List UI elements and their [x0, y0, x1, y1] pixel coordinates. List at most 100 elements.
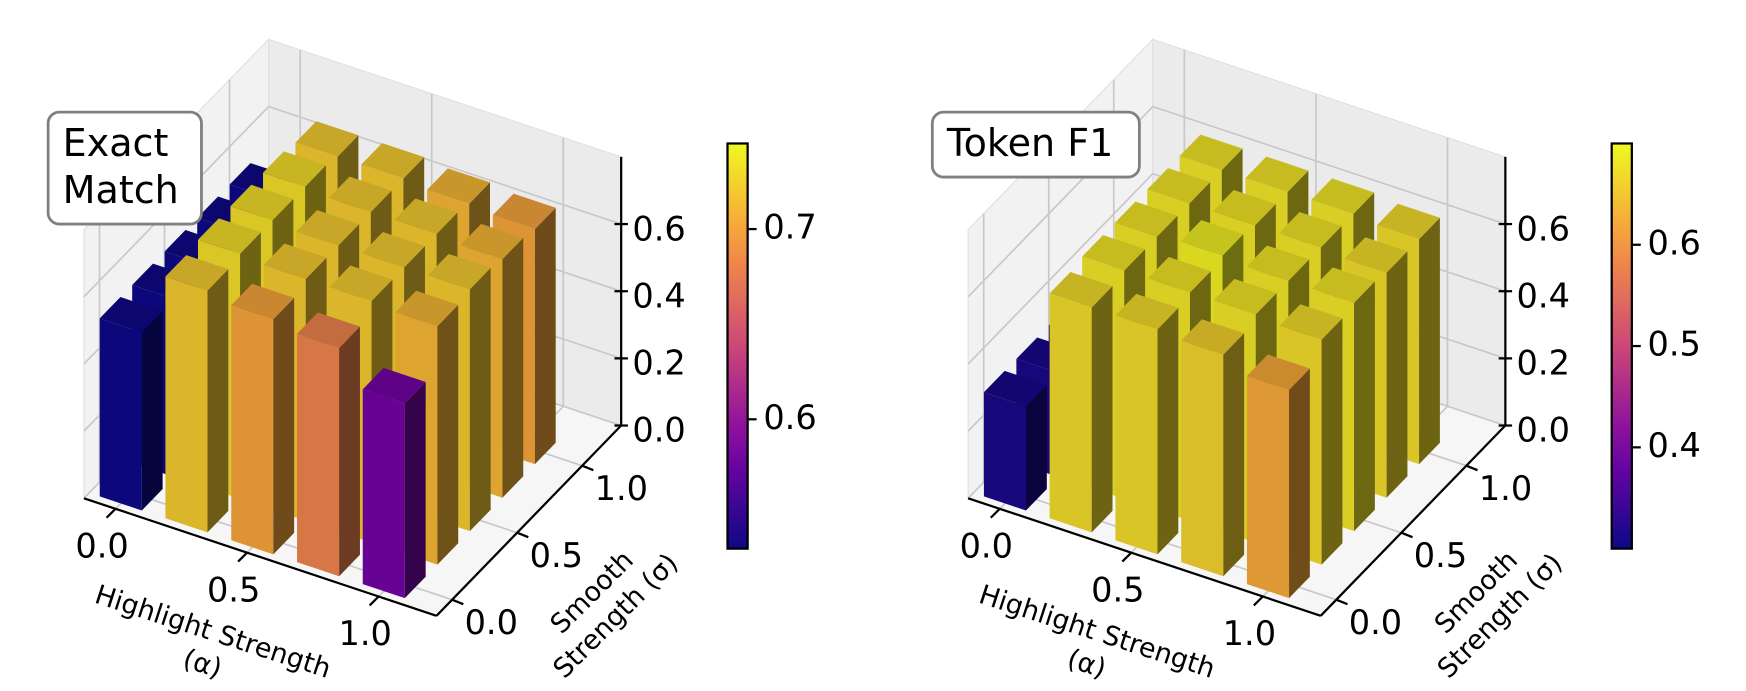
bar-side — [534, 207, 556, 465]
bar-top — [1311, 267, 1375, 303]
bar-side — [502, 237, 524, 498]
bar-side — [1386, 251, 1408, 498]
x-tick-label: 1.0 — [338, 614, 391, 653]
x-tick — [368, 595, 380, 607]
y-axis — [435, 424, 622, 617]
chart-0: 0.00.51.0 0.00.51.00.00.20.40.6Highlight … — [46, 38, 817, 684]
bar-top — [263, 151, 326, 187]
x-tick — [1253, 595, 1264, 607]
y-tick-label: 1.0 — [595, 469, 648, 508]
z-tick-label: 0.2 — [632, 344, 685, 383]
bar-top — [297, 312, 360, 348]
chart-1: 0.00.51.0 0.00.51.00.00.20.40.6Highlight … — [930, 38, 1701, 684]
y-tick — [1335, 598, 1348, 606]
title-box — [930, 110, 1141, 179]
bar-side — [1419, 217, 1440, 465]
bar-top — [362, 367, 426, 404]
bar — [297, 312, 360, 577]
bar-top — [427, 253, 491, 290]
bar-top — [1147, 168, 1211, 204]
colorbar-tick-label: 0.4 — [1648, 426, 1701, 465]
bar-top — [1179, 134, 1243, 171]
bar-side — [207, 269, 229, 533]
bar-front — [1049, 293, 1092, 533]
bar-front — [165, 276, 208, 533]
bar-top — [1246, 245, 1310, 281]
bar-top — [1212, 190, 1276, 226]
bar-front — [983, 392, 1026, 511]
bar-top — [1049, 271, 1113, 308]
bar-top — [1181, 319, 1245, 355]
x-tick-label: 1.0 — [1223, 614, 1276, 653]
bar — [1049, 271, 1113, 533]
bar-top — [1115, 293, 1179, 330]
bar-top — [1279, 304, 1343, 340]
bar — [231, 283, 295, 555]
chart-title: Match — [63, 168, 179, 212]
bar-top — [1114, 201, 1178, 238]
bar-side — [1321, 318, 1343, 565]
z-tick-label: 0.0 — [1517, 411, 1570, 450]
x-tick — [989, 508, 1001, 519]
bar-top — [983, 370, 1047, 407]
bar-top — [395, 290, 459, 327]
y-tick — [1400, 531, 1413, 539]
bar-front — [1246, 375, 1290, 599]
bar-top — [1376, 203, 1440, 240]
y-tick — [516, 531, 529, 539]
x-tick — [237, 551, 248, 563]
y-tick-label: 0.0 — [465, 603, 518, 642]
title-box — [46, 110, 203, 226]
bar-side — [1091, 285, 1113, 533]
bar-front — [231, 305, 274, 555]
bar-side — [437, 304, 459, 565]
colorbar — [1610, 142, 1633, 550]
bar-top — [1245, 156, 1309, 192]
bar-side — [141, 311, 163, 511]
y-tick-label: 1.0 — [1479, 469, 1532, 508]
bar-top — [296, 210, 360, 246]
bar-front — [99, 318, 142, 511]
bar-side — [1354, 281, 1375, 532]
z-tick-label: 0.0 — [632, 411, 685, 450]
y-tick-label: 0.0 — [1349, 603, 1402, 642]
colorbar-tick-label: 0.6 — [763, 398, 816, 437]
x-tick-label: 0.0 — [960, 526, 1013, 565]
x-tick — [1121, 551, 1133, 563]
x-tick-label: 0.5 — [1091, 570, 1144, 609]
bar — [983, 370, 1047, 511]
bar-front — [362, 389, 405, 599]
bar — [99, 297, 163, 511]
y-tick — [1465, 464, 1478, 472]
bar — [362, 367, 426, 599]
z-tick-label: 0.4 — [632, 276, 685, 315]
bar-side — [469, 267, 491, 532]
bar-top — [295, 121, 359, 157]
bar-top — [329, 265, 393, 301]
bar-top — [230, 184, 294, 221]
y-tick — [451, 598, 464, 606]
colorbar-tick-label: 0.7 — [763, 208, 816, 247]
bar — [1115, 293, 1179, 555]
x-tick — [105, 508, 117, 519]
grid-line — [967, 105, 1506, 298]
z-tick-label: 0.6 — [1517, 209, 1570, 248]
bar-top — [361, 143, 425, 179]
bar — [1181, 319, 1245, 577]
z-tick-label: 0.4 — [1517, 276, 1570, 315]
bar-front — [1181, 340, 1224, 577]
bar-top — [197, 218, 261, 254]
bar-top — [1147, 256, 1211, 293]
bar-side — [404, 381, 426, 599]
bar-top — [460, 223, 524, 260]
bar-top — [1278, 211, 1342, 248]
colorbar — [726, 142, 749, 550]
colorbar-tick-label: 0.6 — [1648, 223, 1701, 262]
chart-title: Token F1 — [946, 121, 1113, 165]
bar-side — [1157, 307, 1179, 555]
y-tick-label: 0.5 — [530, 536, 583, 575]
bar-top — [394, 198, 458, 235]
bar-top — [328, 176, 392, 213]
bar-front — [297, 333, 340, 577]
